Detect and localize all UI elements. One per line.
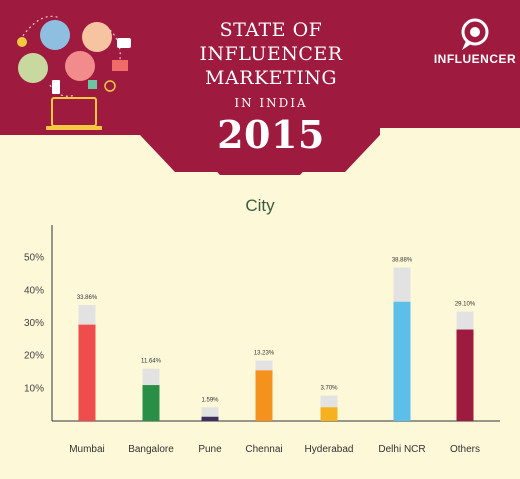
influencer-logo-icon	[461, 18, 489, 50]
mail-icon	[112, 60, 128, 71]
banner-shape-center	[140, 0, 380, 172]
y-tick-label: 30%	[24, 318, 44, 329]
category-label: Chennai	[245, 444, 282, 455]
brand-name: INFLUENCER	[433, 52, 517, 66]
y-tick-label: 20%	[24, 351, 44, 362]
category-label: Bangalore	[128, 444, 174, 455]
bar	[201, 416, 219, 421]
header-banner	[0, 0, 520, 175]
data-label: 11.64%	[141, 359, 162, 365]
category-label: Hyderabad	[305, 444, 354, 455]
phone-icon	[52, 80, 60, 94]
data-label: 38.88%	[392, 257, 413, 263]
data-label: 3.70%	[320, 386, 338, 392]
avatar	[18, 53, 48, 83]
category-label: Delhi NCR	[378, 444, 425, 455]
avatar	[40, 20, 70, 50]
banner-shape-right	[380, 0, 520, 128]
category-label: Pune	[198, 444, 222, 455]
bar	[142, 385, 160, 421]
data-label: 1.59%	[201, 397, 219, 403]
infographic-title: STATE OF INFLUENCER MARKETING IN INDIA 2…	[140, 18, 402, 156]
title-line-3: IN INDIA	[234, 96, 308, 110]
bar	[320, 407, 338, 421]
category-label: Others	[450, 444, 480, 455]
y-tick-label: 50%	[24, 253, 44, 264]
bar	[456, 329, 474, 421]
y-tick-label: 40%	[24, 285, 44, 296]
bar	[255, 370, 273, 421]
bar	[78, 324, 96, 421]
data-label: 13.23%	[254, 351, 275, 357]
avatar	[82, 22, 112, 52]
chat-icon	[117, 38, 131, 48]
avatar	[65, 51, 95, 81]
category-label: Mumbai	[69, 444, 105, 455]
influencer-avatars-illustration	[17, 15, 131, 130]
like-icon	[17, 37, 27, 47]
title-year: 2015	[217, 112, 325, 157]
chart-title: City	[245, 196, 275, 215]
y-tick-label: 10%	[24, 383, 44, 394]
title-line-2: INFLUENCER MARKETING	[199, 43, 343, 89]
laptop-base	[46, 126, 102, 130]
data-label: 29.10%	[455, 302, 476, 308]
tag-icon	[88, 80, 97, 89]
title-line-1: STATE OF	[219, 19, 323, 41]
data-label: 33.86%	[77, 295, 98, 301]
bar	[393, 301, 411, 421]
at-icon	[104, 80, 116, 92]
